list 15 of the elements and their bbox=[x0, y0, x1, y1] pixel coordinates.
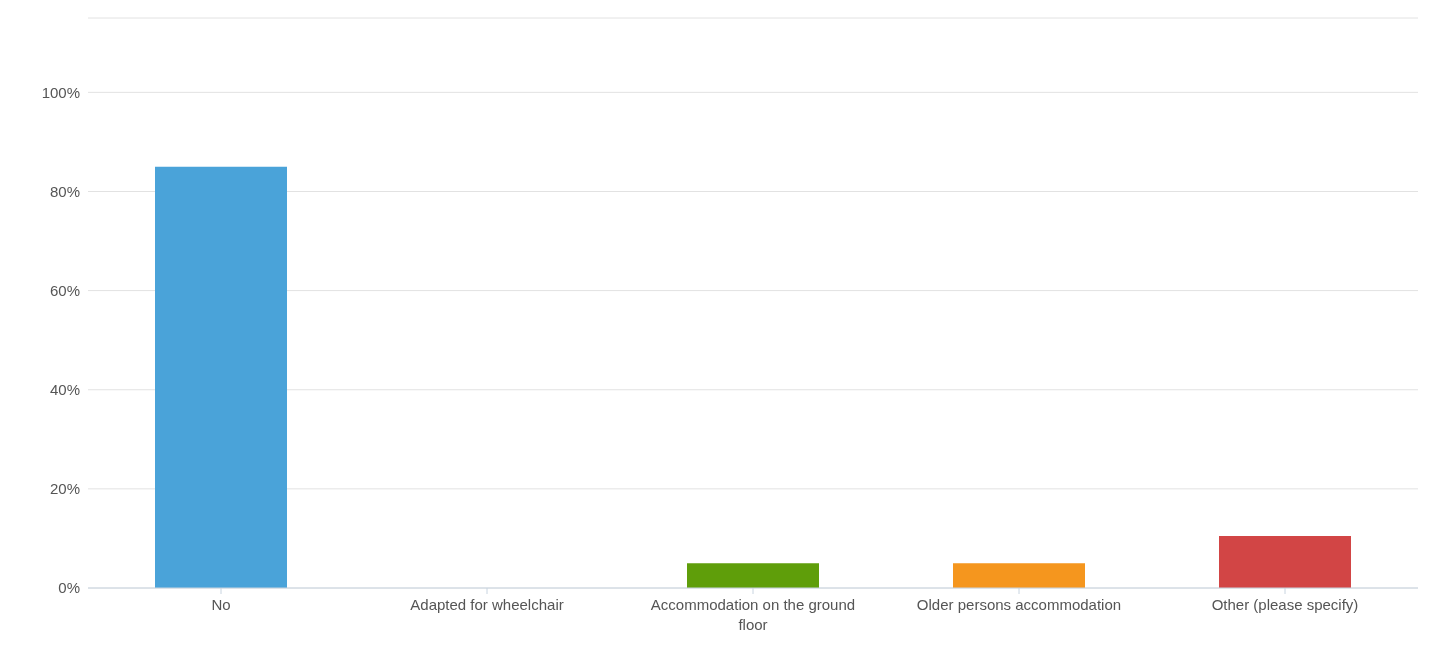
y-tick-label: 20% bbox=[49, 480, 80, 498]
y-tick-label: 80% bbox=[49, 182, 80, 200]
bar bbox=[155, 166, 287, 588]
x-tick-label: No bbox=[211, 596, 231, 613]
x-tick-label: Accommodation on the ground floor bbox=[650, 596, 856, 633]
x-tick-label: Other (please specify) bbox=[1211, 596, 1359, 613]
y-tick-label: 40% bbox=[49, 381, 80, 399]
bar bbox=[1219, 535, 1351, 588]
y-tick-label: 100% bbox=[41, 83, 80, 101]
y-tick-label: 60% bbox=[49, 281, 80, 299]
bar bbox=[953, 563, 1085, 588]
x-tick-label: Adapted for wheelchair bbox=[410, 596, 564, 613]
y-tick-label: 0% bbox=[58, 579, 80, 597]
bar bbox=[687, 563, 819, 588]
x-tick-label: Older persons accommodation bbox=[916, 596, 1122, 613]
